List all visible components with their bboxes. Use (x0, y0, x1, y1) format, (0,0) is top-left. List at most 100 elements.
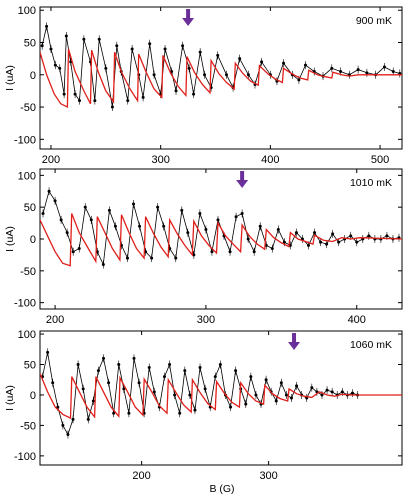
data-point (260, 60, 264, 64)
y-axis-label: I (uA) (4, 226, 16, 252)
data-point (86, 417, 90, 421)
temperature-label: 1010 mK (350, 177, 392, 189)
data-point (174, 89, 178, 93)
data-point (162, 375, 166, 379)
data-point (331, 232, 335, 236)
data-point (297, 78, 301, 82)
data-point (203, 387, 207, 391)
data-point (187, 66, 191, 70)
data-point (152, 390, 156, 394)
data-point (320, 393, 324, 397)
data-point (122, 387, 126, 391)
data-point (382, 65, 386, 69)
data-point (216, 218, 220, 222)
data-point (246, 237, 250, 241)
x-tick-label: 200 (46, 314, 64, 326)
y-tick-label: 100 (18, 5, 36, 17)
y-axis-label: I (uA) (4, 65, 16, 91)
data-point (258, 224, 262, 228)
data-point (96, 369, 100, 373)
y-tick-label: -50 (20, 420, 36, 432)
data-point (325, 388, 329, 392)
data-point (279, 381, 283, 385)
series-group (40, 187, 402, 269)
data-point (130, 47, 134, 51)
data-point (228, 250, 232, 254)
data-point (229, 405, 233, 409)
data-point (147, 366, 151, 370)
data-point (218, 363, 222, 366)
data-point (192, 92, 196, 96)
y-tick-label: 0 (30, 234, 36, 246)
data-point (47, 189, 51, 193)
data-point (188, 393, 192, 397)
data-point (163, 47, 167, 51)
x-tick-label: 200 (132, 470, 150, 482)
y-tick-label: 50 (24, 202, 36, 214)
data-point (112, 411, 116, 415)
data-point (58, 66, 62, 70)
arrow-shaft (292, 333, 297, 343)
data-point (49, 47, 53, 51)
y-tick-label: -100 (14, 451, 36, 463)
x-tick-label: 300 (259, 470, 277, 482)
data-point (330, 66, 334, 70)
data-point (141, 95, 145, 99)
fit-curve (40, 373, 402, 420)
data-point (365, 71, 369, 75)
data-point (234, 369, 238, 373)
data-point (180, 208, 184, 212)
data-point (126, 99, 130, 103)
fit-curve (40, 48, 402, 109)
data-point (240, 212, 244, 216)
data-point (107, 208, 111, 212)
data-point (127, 411, 131, 415)
data-point (325, 242, 329, 246)
data-point (198, 366, 202, 370)
data-point (192, 253, 196, 257)
data-point (238, 57, 242, 61)
arrow-head (236, 180, 249, 188)
fit-curve (40, 213, 402, 267)
y-tick-label: 100 (18, 170, 36, 182)
data-point (148, 42, 152, 46)
temperature-label: 900 mK (356, 15, 392, 27)
y-tick-label: 0 (30, 390, 36, 402)
arrow-down-icon (182, 9, 195, 26)
data-point (213, 375, 217, 379)
data-point (125, 256, 129, 260)
data-point (252, 250, 256, 254)
x-tick-label: 200 (42, 154, 60, 166)
data-point (264, 378, 268, 382)
measured-curve (41, 26, 400, 108)
data-point (97, 37, 101, 41)
data-point (64, 34, 68, 38)
arrow-shaft (240, 171, 245, 181)
data-point (132, 356, 136, 360)
data-point (385, 234, 389, 238)
data-point (193, 408, 197, 412)
series-group (40, 348, 402, 439)
plot-frame (39, 6, 403, 150)
y-tick-label: 100 (18, 329, 36, 341)
y-tick-label: -50 (20, 266, 36, 278)
data-point (270, 247, 274, 251)
data-point (71, 417, 75, 421)
data-point (51, 381, 55, 385)
data-point (81, 387, 85, 391)
arrow-down-icon (236, 171, 249, 188)
data-point (91, 399, 95, 403)
data-point (110, 105, 114, 109)
data-point (310, 386, 314, 390)
data-point (117, 363, 121, 366)
data-point (204, 227, 208, 231)
data-point (46, 350, 50, 354)
data-point (77, 99, 81, 103)
data-point (89, 218, 93, 222)
data-point (356, 68, 360, 72)
data-point (59, 218, 63, 222)
data-point (102, 356, 106, 360)
series-group (40, 22, 402, 112)
data-point (337, 240, 341, 244)
data-point (246, 73, 250, 77)
